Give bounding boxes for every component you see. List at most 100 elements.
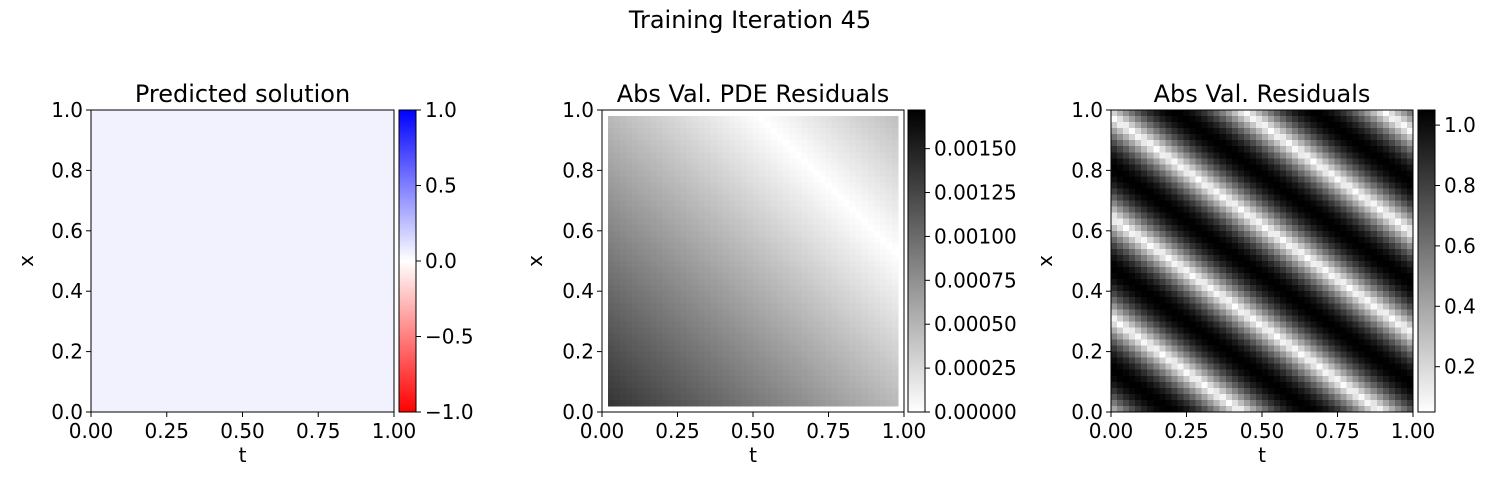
heatmap-cell [807, 333, 814, 341]
heatmap-cell [157, 188, 165, 196]
heatmap-cell [795, 393, 802, 401]
heatmap-cell [351, 254, 359, 262]
heatmap-cell [248, 405, 256, 413]
heatmap-cell [133, 188, 141, 196]
heatmap-cell [698, 170, 706, 178]
heatmap-cell [849, 273, 857, 280]
heatmap-cell [91, 333, 98, 341]
heatmap-cell [297, 333, 304, 341]
heatmap-cell [783, 248, 790, 256]
heatmap-cell [680, 273, 688, 280]
heatmap-cell [345, 273, 353, 280]
heatmap-cell [242, 134, 250, 141]
x-tick-label: 0.25 [655, 419, 700, 443]
heatmap-cell [680, 351, 688, 359]
heatmap-cell [650, 315, 657, 322]
heatmap-cell [680, 116, 688, 123]
heatmap-cell [855, 230, 863, 238]
heatmap-cell [614, 369, 621, 377]
heatmap-cell [867, 176, 875, 184]
heatmap-cell [91, 236, 98, 244]
heatmap-cell [662, 399, 670, 407]
heatmap-cell [837, 128, 845, 135]
heatmap-cell [771, 182, 778, 190]
heatmap-cell [765, 291, 772, 298]
heatmap-cell [218, 387, 225, 395]
heatmap-cell [254, 387, 262, 395]
heatmap-cell [139, 357, 147, 365]
heatmap-cell [674, 188, 682, 196]
heatmap-cell [309, 254, 316, 262]
heatmap-cell [861, 357, 869, 365]
heatmap-cell [169, 273, 177, 280]
heatmap-cell [315, 351, 322, 359]
heatmap-cell [236, 146, 244, 153]
heatmap-cell [789, 339, 796, 347]
heatmap-cell [632, 122, 639, 129]
heatmap-cell [801, 242, 808, 250]
heatmap-cell [236, 369, 244, 377]
heatmap-cell [284, 248, 292, 256]
heatmap-cell [254, 206, 262, 214]
heatmap-cell [194, 291, 201, 298]
heatmap-cell [819, 261, 827, 268]
heatmap-cell [260, 327, 268, 335]
heatmap-cell [151, 248, 159, 256]
heatmap-cell [103, 339, 110, 347]
heatmap-cell [662, 134, 670, 141]
heatmap-cell [795, 176, 802, 184]
heatmap-cell [266, 369, 274, 377]
heatmap-cell [614, 327, 621, 335]
heatmap-cell [626, 357, 633, 365]
heatmap-cell [650, 363, 657, 371]
heatmap-cell [608, 254, 615, 262]
heatmap-cell [813, 200, 821, 208]
heatmap-cell [626, 236, 633, 244]
heatmap-cell [674, 285, 682, 292]
heatmap-cell [632, 363, 639, 371]
heatmap-cell [278, 206, 286, 214]
heatmap-cell [381, 182, 389, 190]
heatmap-cell [783, 218, 790, 226]
heatmap-cell [722, 140, 730, 147]
heatmap-cell [692, 291, 700, 298]
heatmap-cell [698, 122, 706, 129]
heatmap-cell [151, 254, 159, 262]
heatmap-cell [807, 188, 814, 196]
heatmap-cell [765, 140, 772, 147]
heatmap-cell [855, 285, 863, 292]
heatmap-cell [272, 224, 280, 232]
heatmap-cell [278, 387, 286, 395]
heatmap-cell [157, 182, 165, 190]
heatmap-cell [327, 170, 334, 178]
heatmap-cell [1153, 110, 1160, 117]
heatmap-cell [157, 146, 165, 153]
heatmap-cell [254, 194, 262, 202]
heatmap-cell [867, 333, 875, 341]
heatmap-cell [290, 399, 298, 407]
heatmap-cell [303, 285, 310, 292]
heatmap-cell [795, 134, 802, 141]
heatmap-cell [753, 188, 760, 196]
heatmap-cell [206, 254, 213, 262]
heatmap-cell [309, 321, 316, 329]
heatmap-cell [680, 399, 688, 407]
heatmap-cell [115, 230, 122, 238]
heatmap-cell [656, 218, 663, 226]
heatmap-cell [230, 242, 238, 250]
heatmap-cell [837, 273, 845, 280]
heatmap-cell [181, 357, 189, 365]
heatmap-cell [686, 345, 694, 353]
heatmap-cell [722, 285, 730, 292]
heatmap-cell [357, 182, 365, 190]
heatmap-cell [115, 279, 122, 286]
heatmap-cell [266, 182, 274, 190]
heatmap-cell [831, 303, 839, 310]
heatmap-cell [351, 146, 359, 153]
heatmap-cell [656, 224, 663, 232]
heatmap-cell [115, 140, 122, 147]
heatmap-cell [734, 158, 742, 165]
heatmap-cell [109, 381, 116, 389]
heatmap-cell [777, 206, 784, 214]
